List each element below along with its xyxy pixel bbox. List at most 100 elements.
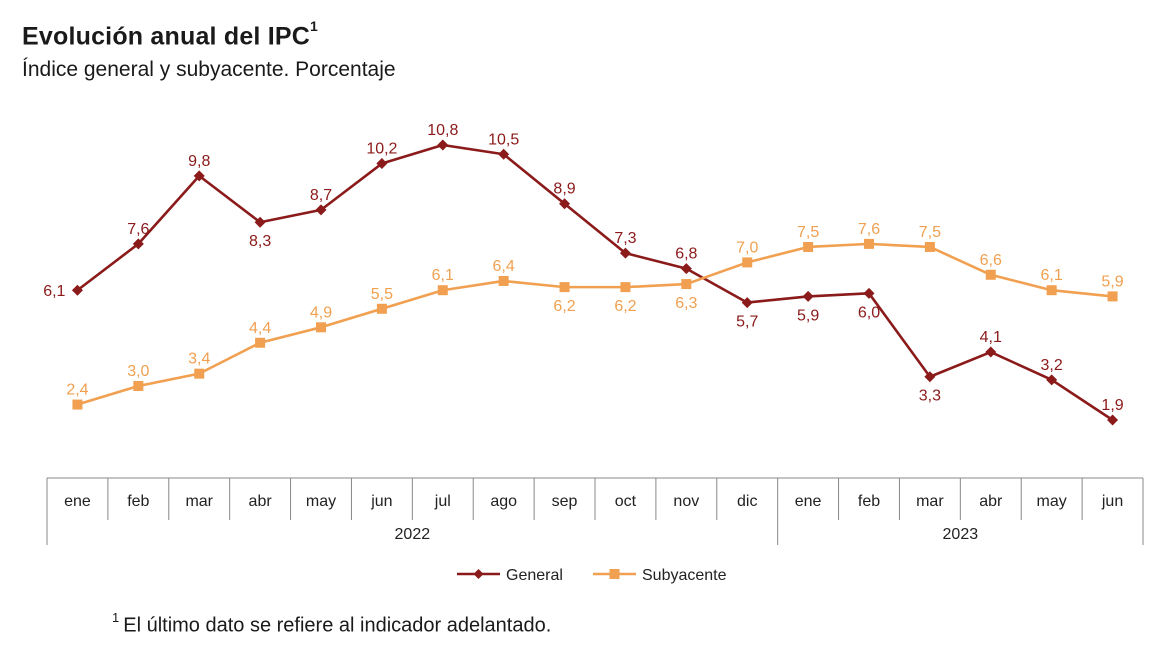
subyacente-data-label: 4,4	[249, 320, 271, 337]
subyacente-point	[985, 269, 996, 280]
subyacente-point	[72, 399, 83, 410]
footnote: 1 El último dato se refiere al indicador …	[112, 610, 552, 638]
x-tick-label: ago	[490, 493, 517, 510]
subyacente-point	[1046, 285, 1057, 296]
x-tick-label: feb	[858, 493, 880, 510]
general-point	[1107, 414, 1119, 426]
subyacente-point	[924, 241, 935, 252]
subyacente-point	[803, 241, 814, 252]
general-data-label: 8,9	[553, 181, 575, 198]
x-tick-label: may	[1037, 493, 1067, 510]
x-tick-label: oct	[615, 493, 637, 510]
title-footnote-mark: 1	[310, 18, 318, 34]
subyacente-point	[316, 322, 326, 333]
subyacente-point	[1107, 291, 1118, 302]
subyacente-point	[742, 257, 753, 268]
general-data-label: 6,8	[675, 246, 697, 263]
general-point	[437, 139, 449, 151]
general-point	[619, 247, 631, 259]
general-data-label: 5,7	[736, 314, 758, 331]
general-point	[132, 238, 144, 250]
x-tick-label: nov	[673, 493, 699, 510]
chart-subtitle: Índice general y subyacente. Porcentaje	[22, 58, 396, 81]
general-point	[71, 284, 83, 296]
general-data-label: 5,9	[797, 307, 819, 324]
subyacente-data-label: 6,1	[432, 267, 454, 284]
subyacente-data-label: 6,2	[553, 298, 575, 315]
subyacente-data-label: 4,9	[310, 304, 332, 321]
subyacente-point	[194, 368, 205, 379]
general-data-label: 6,0	[858, 304, 880, 321]
general-point	[924, 371, 936, 383]
x-tick-label: jun	[370, 493, 392, 510]
legend-subyacente-label: Subyacente	[642, 567, 727, 584]
year-group-label: 2022	[395, 526, 431, 543]
subyacente-data-label: 3,4	[188, 351, 210, 368]
general-data-label: 8,3	[249, 233, 271, 250]
subyacente-data-label: 3,0	[127, 363, 149, 380]
general-point	[1046, 374, 1058, 386]
general-point	[863, 287, 875, 299]
footnote-text: El último dato se refiere al indicador a…	[123, 614, 552, 637]
x-tick-label: mar	[185, 493, 213, 510]
general-point	[985, 346, 997, 358]
subyacente-point	[376, 303, 387, 314]
subyacente-data-label: 6,4	[493, 258, 515, 275]
subyacente-point	[133, 381, 144, 392]
x-tick-label: abr	[979, 493, 1003, 510]
subyacente-point	[437, 285, 448, 296]
general-point	[741, 297, 753, 309]
subyacente-point	[864, 238, 874, 249]
general-data-label: 9,8	[188, 153, 210, 170]
subyacente-data-label: 7,0	[736, 239, 758, 256]
general-point	[376, 158, 388, 170]
chart-title: Evolución anual del IPC1	[22, 18, 318, 51]
general-point	[559, 198, 571, 210]
subyacente-data-label: 5,9	[1101, 273, 1123, 290]
subyacente-data-label: 7,5	[797, 224, 819, 241]
subyacente-point	[498, 275, 509, 286]
general-data-label: 7,3	[614, 230, 636, 247]
subyacente-data-label: 6,3	[675, 295, 697, 312]
general-series-line	[76, 143, 1114, 422]
subyacente-point	[255, 337, 266, 348]
subyacente-data-label: 2,4	[66, 382, 88, 399]
x-tick-label: ene	[64, 493, 91, 510]
year-group-label: 2023	[943, 526, 979, 543]
general-data-label: 3,2	[1041, 357, 1063, 374]
general-data-label: 6,1	[43, 283, 65, 300]
x-tick-label: jul	[434, 493, 451, 510]
x-tick-label: sep	[552, 493, 578, 510]
subyacente-point	[620, 282, 631, 293]
general-point	[498, 148, 510, 160]
x-tick-label: feb	[127, 493, 149, 510]
general-data-label: 8,7	[310, 187, 332, 204]
x-tick-label: may	[306, 493, 336, 510]
subyacente-data-label: 6,1	[1041, 267, 1063, 284]
general-point	[802, 290, 814, 302]
general-data-label: 7,6	[127, 221, 149, 238]
subyacente-data-label: 6,6	[980, 252, 1002, 269]
general-point	[254, 216, 266, 228]
general-data-label: 4,1	[980, 329, 1002, 346]
general-point	[680, 263, 692, 275]
general-data-label: 10,8	[427, 122, 458, 139]
x-tick-label: mar	[916, 493, 944, 510]
general-point	[315, 204, 327, 216]
legend-subyacente-marker	[609, 569, 620, 579]
general-data-label: 10,5	[488, 131, 519, 148]
subyacente-data-label: 5,5	[371, 286, 393, 303]
subyacente-series-line	[77, 242, 1113, 406]
legend-general-marker	[473, 569, 484, 579]
x-tick-label: dic	[737, 493, 757, 510]
x-tick-label: ene	[795, 493, 822, 510]
general-data-label: 3,3	[919, 388, 941, 405]
subyacente-data-label: 7,6	[858, 221, 880, 238]
legend-general-label: General	[506, 567, 563, 584]
subyacente-data-label: 6,2	[614, 298, 636, 315]
subyacente-data-label: 7,5	[919, 224, 941, 241]
general-data-label: 10,2	[366, 141, 397, 158]
footnote-mark: 1	[112, 610, 120, 625]
x-tick-label: jun	[1101, 493, 1123, 510]
